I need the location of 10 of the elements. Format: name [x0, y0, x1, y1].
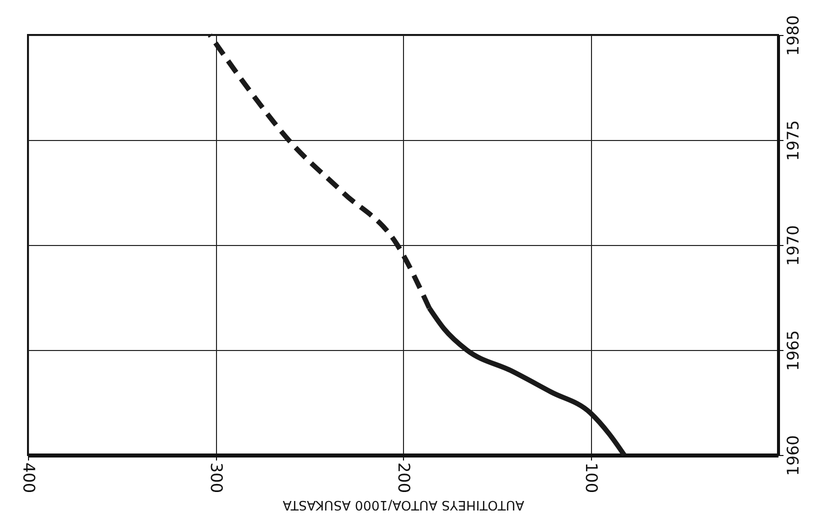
x-tick-label: 400 — [20, 462, 38, 494]
x-tick-label: 300 — [207, 462, 226, 494]
x-tick-label: 100 — [582, 462, 601, 494]
y-tick-label: 1980 — [784, 15, 802, 56]
y-tick-label: 1960 — [784, 435, 802, 476]
y-tick-label: 1975 — [784, 120, 802, 161]
y-tick-label: 1965 — [784, 330, 802, 371]
x-tick-label: 200 — [394, 462, 414, 494]
x-axis-title: AUTOTIHEYS AUTOA/1000 ASUKASTA — [282, 497, 524, 512]
y-tick-label: 1970 — [784, 225, 802, 266]
